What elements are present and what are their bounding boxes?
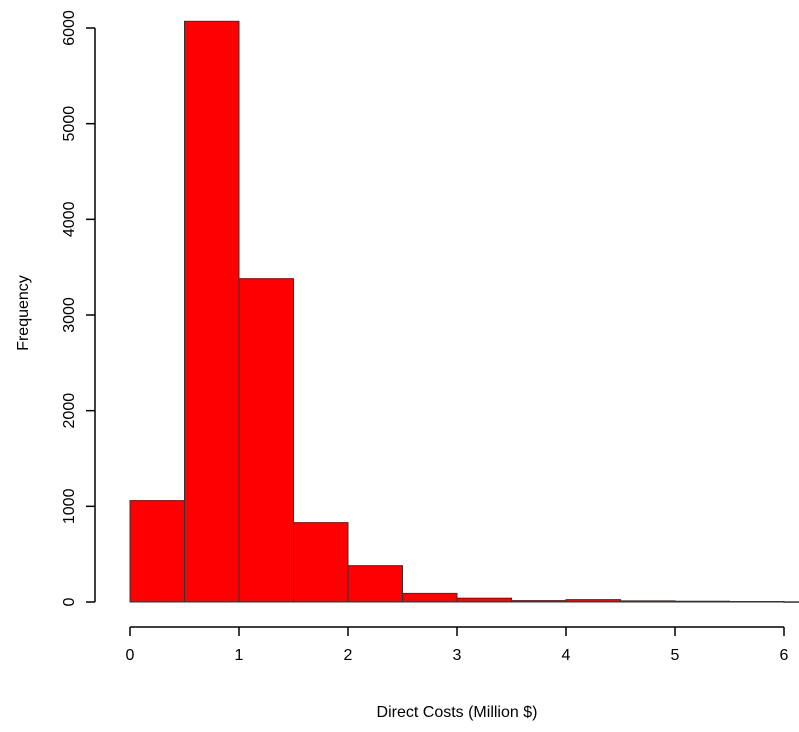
x-axis-tick-label: 5 — [671, 647, 680, 664]
histogram-bar — [347, 565, 403, 603]
histogram-bar — [674, 600, 730, 603]
histogram-bar — [565, 599, 621, 603]
histogram-bar — [238, 278, 294, 603]
y-axis-label: Frequency — [15, 275, 32, 351]
histogram-bar — [729, 601, 785, 603]
y-axis-tick-label: 6000 — [61, 10, 78, 46]
histogram-bar — [184, 20, 240, 603]
histogram-bar — [456, 597, 512, 603]
x-axis-tick-label: 6 — [780, 647, 789, 664]
x-axis-tick-label: 2 — [344, 647, 353, 664]
histogram-bar — [402, 592, 458, 603]
x-axis-tick-label: 0 — [126, 647, 135, 664]
x-axis-tick-label: 3 — [453, 647, 462, 664]
y-axis-tick-label: 1000 — [61, 488, 78, 524]
x-axis-tick-label: 4 — [562, 647, 571, 664]
x-axis: 0 1 2 3 4 5 6 — [126, 626, 789, 664]
histogram-bar — [783, 601, 799, 603]
x-axis-label: Direct Costs (Million $) — [377, 704, 538, 721]
bars-layer — [129, 20, 799, 603]
y-axis: 0 1000 2000 3000 4000 5000 6000 — [61, 10, 96, 606]
x-axis-tick-label: 1 — [235, 647, 244, 664]
y-axis-tick-label: 4000 — [61, 201, 78, 237]
histogram-bar — [511, 600, 567, 603]
y-axis-tick-label: 2000 — [61, 393, 78, 429]
histogram-bar — [129, 500, 185, 603]
y-axis-tick-label: 0 — [61, 597, 78, 606]
y-axis-tick-label: 5000 — [61, 106, 78, 142]
histogram-bar — [293, 522, 349, 603]
histogram-bar — [620, 600, 676, 603]
y-axis-tick-label: 3000 — [61, 297, 78, 333]
